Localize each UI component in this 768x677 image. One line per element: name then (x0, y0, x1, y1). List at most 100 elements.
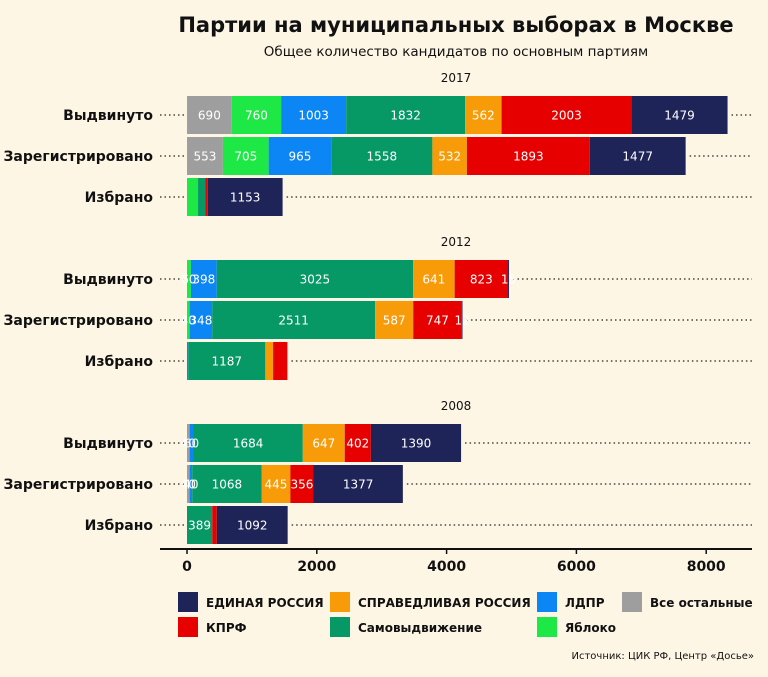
legend-label-kprf: КПРФ (206, 621, 247, 635)
legend-swatch-yabloko (537, 617, 557, 637)
data-label-er-2012-0: 15 (501, 273, 516, 287)
bar-segment-samo-2008-0 (193, 424, 303, 462)
bar-segment-er-2017-1 (589, 137, 686, 175)
bar-segment-kprf-2012-0 (454, 260, 509, 298)
bar-segment-ldpr-2008-0 (189, 424, 194, 462)
row-label: Избрано (85, 190, 154, 206)
bar-segment-er-2012-0 (508, 260, 510, 298)
data-label-sr-2008-1: 445 (264, 478, 287, 492)
legend-label-sr: СПРАВЕДЛИВАЯ РОССИЯ (358, 596, 531, 610)
row-label: Избрано (85, 354, 154, 370)
row-label: Зарегистрировано (3, 477, 153, 493)
data-label-yabloko-2017-0: 760 (245, 109, 268, 123)
bar-segment-kprf-2017-1 (466, 137, 590, 175)
row-label: Зарегистрировано (3, 149, 153, 165)
bar-segment-other-2017-1 (187, 137, 223, 175)
data-label-samo-2012-0: 3025 (300, 273, 331, 287)
source-note: Источник: ЦИК РФ, Центр «Досье» (572, 651, 755, 662)
x-tick-label: 4000 (427, 559, 466, 575)
legend-swatch-other (622, 592, 642, 612)
bar-segment-samo-2017-0 (346, 96, 466, 134)
x-axis: 0 2000 4000 6000 8000 (160, 548, 752, 575)
bar-segment-kprf-2012-2 (273, 342, 288, 380)
data-label-yabloko-2012-1: 40 (181, 314, 196, 328)
legend-swatch-er (178, 592, 198, 612)
bar-segment-kprf-2008-2 (212, 506, 217, 544)
x-tick-label: 8000 (687, 559, 726, 575)
data-label-ldpr-2008-0: 60 (184, 437, 199, 451)
bar-segment-ldpr-2017-1 (268, 137, 332, 175)
bar-segment-sr-2017-1 (432, 137, 467, 175)
data-label-yabloko-2017-1: 705 (234, 150, 257, 164)
bar-segment-kprf-2017-2 (205, 178, 208, 216)
bar-segment-samo-2012-2 (188, 342, 266, 380)
bar-segment-other-2008-1 (187, 465, 190, 503)
plot-area: 2017 Выдвинуто 690 760 1003 1832 562 2003 1479 За… (3, 71, 752, 544)
data-label-kprf-2012-1: 747 (426, 314, 449, 328)
data-label-er-2008-1: 1377 (343, 478, 374, 492)
bar-segment-sr-2012-2 (265, 342, 274, 380)
x-tick-label: 0 (182, 559, 192, 575)
bar-segment-samo-2012-1 (212, 301, 376, 339)
legend-label-samo: Самовыдвижение (358, 621, 482, 635)
bar-segment-ldpr-2017-0 (281, 96, 347, 134)
year-label-2008: 2008 (441, 399, 472, 413)
bar-segment-kprf-2008-0 (344, 424, 371, 462)
legend-swatch-ldpr (537, 592, 557, 612)
data-label-ldpr-2012-0: 398 (192, 273, 215, 287)
legend-label-yabloko: Яблоко (565, 621, 616, 635)
data-label-er-2017-2: 1153 (230, 191, 261, 205)
data-label-samo-2008-1: 1068 (212, 478, 243, 492)
bar-segment-other-2008-0 (187, 424, 190, 462)
data-label-yabloko-2012-0: 60 (181, 273, 196, 287)
legend-swatch-sr (330, 592, 350, 612)
data-label-kprf-2008-1: 356 (290, 478, 313, 492)
data-label-other-2017-0: 690 (198, 109, 221, 123)
bar-segment-kprf-2008-1 (290, 465, 314, 503)
data-label-ldpr-2008-1: 40 (183, 478, 198, 492)
bar-segment-samo-2008-2 (187, 506, 213, 544)
bar-segment-sr-2008-0 (302, 424, 345, 462)
chart-title: Партии на муниципальных выборах в Москве (178, 13, 733, 37)
row-label: Избрано (85, 518, 154, 534)
data-label-other-2008-0: 40 (181, 437, 196, 451)
bar-segment-ldpr-2008-1 (189, 465, 193, 503)
data-label-sr-2012-0: 641 (422, 273, 445, 287)
bar-segment-er-2017-0 (631, 96, 728, 134)
bar-segment-yabloko-2017-0 (231, 96, 282, 134)
bar-segment-yabloko-2012-0 (187, 260, 191, 298)
year-label-2012: 2012 (441, 235, 472, 249)
bar-segment-kprf-2017-0 (501, 96, 632, 134)
year-label-2017: 2017 (441, 71, 472, 85)
data-label-sr-2012-1: 587 (383, 314, 406, 328)
data-label-samo-2017-1: 1558 (367, 150, 398, 164)
data-label-er-2017-0: 1479 (664, 109, 695, 123)
bar-segment-samo-2012-0 (216, 260, 414, 298)
bar-segment-samo-2017-2 (198, 178, 206, 216)
bar-segment-sr-2017-0 (465, 96, 502, 134)
data-label-samo-2008-0: 1684 (233, 437, 264, 451)
data-label-kprf-2008-0: 402 (346, 437, 369, 451)
bar-segment-er-2008-1 (313, 465, 403, 503)
data-label-sr-2017-1: 532 (438, 150, 461, 164)
chart-subtitle: Общее количество кандидатов по основным … (264, 44, 648, 60)
legend: ЕДИНАЯ РОССИЯ СПРАВЕДЛИВАЯ РОССИЯ ЛДПР Все … (178, 592, 753, 637)
bar-segment-ldpr-2012-1 (189, 301, 213, 339)
data-label-other-2017-1: 553 (193, 150, 216, 164)
legend-label-ldpr: ЛДПР (565, 596, 605, 610)
data-label-samo-2012-1: 2511 (278, 314, 309, 328)
data-label-sr-2017-0: 562 (472, 109, 495, 123)
bar-segment-yabloko-2017-1 (222, 137, 269, 175)
legend-swatch-kprf (178, 617, 198, 637)
bar-segment-ldpr-2012-2 (187, 342, 189, 380)
bar-segment-sr-2012-0 (413, 260, 455, 298)
bar-segment-yabloko-2017-2 (187, 178, 199, 216)
x-tick-label: 6000 (557, 559, 596, 575)
bar-segment-other-2017-0 (187, 96, 232, 134)
bar-segment-ldpr-2012-0 (190, 260, 217, 298)
data-label-samo-2008-2: 389 (188, 519, 211, 533)
row-label: Зарегистрировано (3, 313, 153, 329)
bar-segment-samo-2008-1 (192, 465, 262, 503)
data-label-ldpr-2017-1: 965 (289, 150, 312, 164)
